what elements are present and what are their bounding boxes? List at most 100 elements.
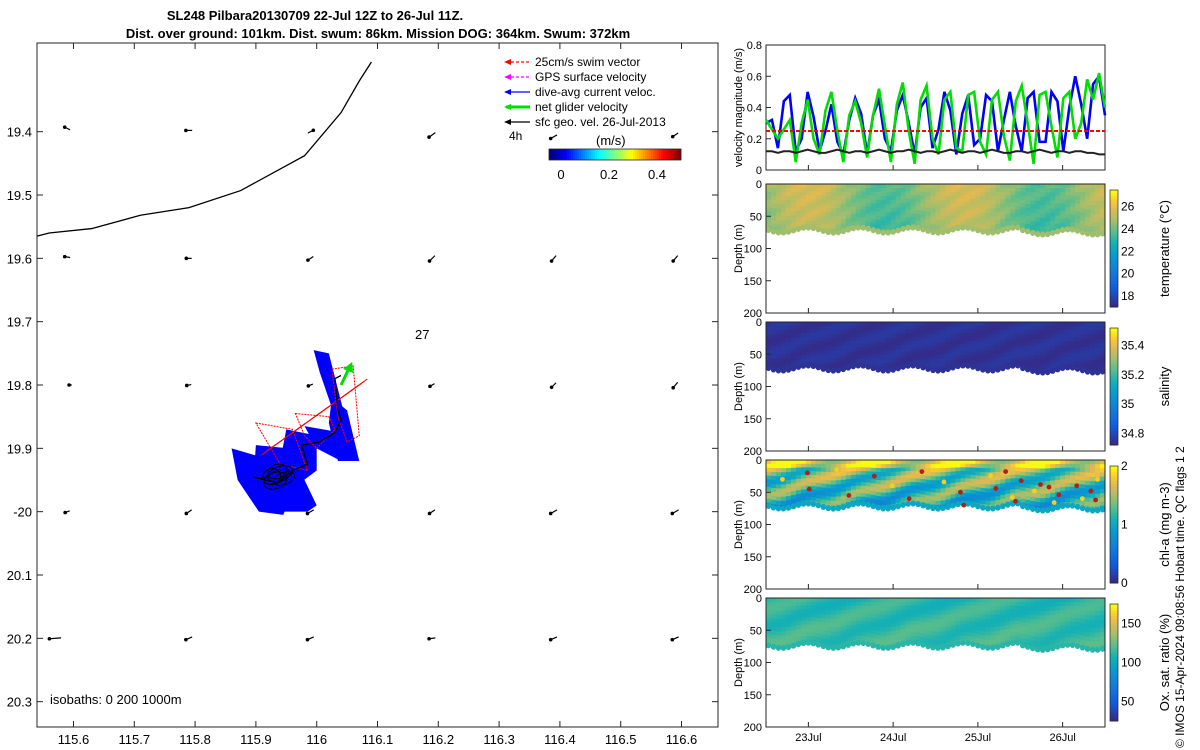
section-cell	[1040, 351, 1046, 357]
section-cell	[985, 204, 991, 210]
section-cell	[1060, 187, 1066, 193]
section-cell	[965, 351, 971, 356]
section-cell	[810, 336, 817, 342]
section-cell	[910, 485, 916, 490]
section-cell	[1035, 460, 1041, 465]
section-cell	[825, 204, 832, 209]
section-colorbar-cell	[1110, 524, 1118, 528]
section-cell	[1015, 325, 1021, 330]
section-colorbar-tick-label: 50	[1121, 695, 1135, 709]
section-cell	[935, 338, 941, 344]
section-cell	[865, 206, 872, 211]
section-cell	[905, 220, 911, 226]
section-cell	[1045, 226, 1051, 231]
section-cell	[945, 187, 951, 193]
section-cell	[890, 598, 897, 603]
section-cell	[1100, 322, 1106, 327]
section-cell	[935, 476, 941, 482]
section-cell	[925, 337, 931, 343]
section-cell	[965, 463, 971, 468]
section-cell	[845, 199, 852, 204]
section-cell	[1025, 614, 1031, 620]
section-cell	[865, 621, 872, 626]
section-cell	[920, 348, 926, 354]
section-cell	[990, 488, 996, 494]
section-cell	[990, 358, 996, 364]
section-cell	[785, 464, 792, 469]
section-cell	[850, 329, 857, 334]
section-cell	[1065, 352, 1071, 357]
section-cell	[795, 187, 802, 193]
section-edge-dot	[1035, 507, 1041, 513]
section-cell	[930, 224, 936, 230]
section-cell	[880, 350, 887, 356]
colorbar-cell	[663, 149, 666, 160]
section-cell	[895, 622, 902, 627]
section-cell	[1100, 464, 1106, 469]
section-cell	[915, 485, 921, 491]
section-cell	[890, 338, 897, 343]
section-cell	[810, 202, 817, 207]
section-cell	[1045, 192, 1051, 198]
section-cell	[840, 357, 847, 363]
section-edge-dot	[855, 362, 861, 368]
section-cell	[995, 468, 1001, 473]
track-loop	[273, 471, 296, 486]
section-cell	[840, 325, 847, 331]
section-colorbar-cell	[1110, 653, 1118, 658]
section-cell	[1035, 196, 1041, 202]
section-cell	[925, 207, 931, 213]
section-cell	[1065, 214, 1071, 219]
section-cell	[1075, 215, 1081, 220]
section-cell	[1015, 198, 1021, 203]
section-cell	[1065, 187, 1071, 193]
section-cell	[970, 217, 976, 223]
section-edge-dot	[795, 501, 802, 508]
section-cell	[925, 606, 931, 611]
section-cell	[1075, 622, 1081, 627]
section-cell	[825, 346, 832, 351]
section-colorbar-cell	[1110, 677, 1118, 681]
section-cell	[945, 325, 951, 331]
section-edge-dot	[930, 367, 936, 373]
section-cell	[870, 613, 877, 619]
section-cell	[995, 204, 1001, 209]
section-cell	[1015, 470, 1021, 476]
section-cell	[1045, 196, 1051, 202]
section-cell	[885, 224, 892, 230]
section-cell	[780, 220, 787, 226]
section-cell	[980, 196, 986, 201]
section-cell	[875, 471, 882, 477]
section-cell	[1055, 195, 1061, 201]
section-cell	[1090, 188, 1096, 194]
section-cell	[1060, 337, 1066, 342]
section-cell	[990, 220, 996, 226]
section-cell	[1040, 641, 1046, 647]
section-cell	[870, 605, 877, 611]
section-cell	[860, 191, 867, 196]
section-cell	[1075, 329, 1081, 335]
section-cell	[815, 471, 822, 476]
section-edge-dot	[820, 643, 826, 649]
section-edge-dot	[920, 364, 926, 370]
section-cell	[915, 628, 921, 633]
section-cell	[785, 338, 792, 343]
section-cell	[1050, 184, 1056, 189]
section-cell	[810, 184, 817, 189]
section-cell	[800, 616, 807, 622]
section-cell	[1040, 637, 1046, 643]
section-cell	[766, 191, 772, 197]
section-cell	[985, 618, 991, 624]
section-cell	[955, 628, 961, 633]
section-cell	[1040, 476, 1046, 482]
section-cell	[1070, 348, 1076, 354]
section-cell	[820, 602, 827, 607]
section-colorbar-cell	[1110, 630, 1118, 634]
section-cell	[935, 500, 941, 506]
velocity-y-axis-label: velocity magnitude (m/s)	[733, 48, 745, 167]
section-cell	[965, 460, 971, 465]
section-cell	[770, 483, 777, 489]
section-cell	[900, 490, 906, 495]
section-cell	[810, 198, 817, 204]
section-edge-dot	[990, 367, 996, 373]
